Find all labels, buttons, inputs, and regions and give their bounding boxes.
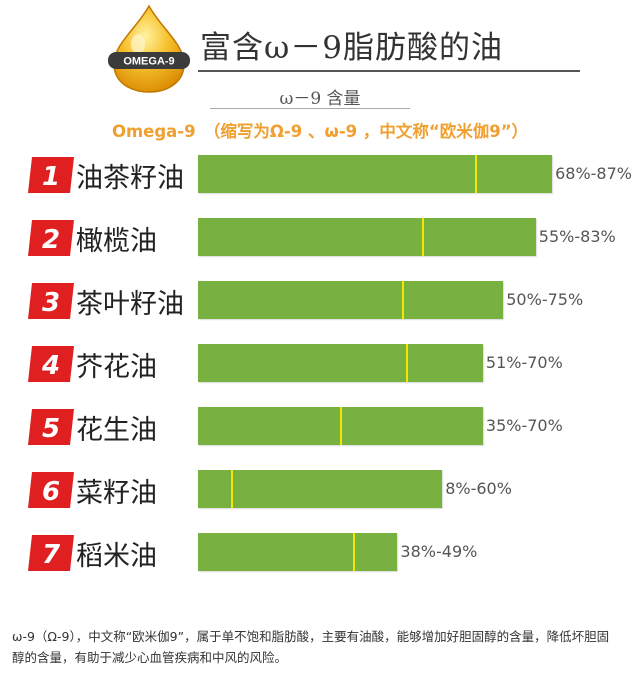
min-marker <box>230 470 233 508</box>
rank-badge: 2 <box>28 220 74 256</box>
range-bar <box>198 218 536 256</box>
rank-badge: 5 <box>28 409 74 445</box>
category-label: 橄榄油 <box>76 226 157 257</box>
min-marker <box>421 218 424 256</box>
rank-badge: 6 <box>28 472 74 508</box>
rank-number: 4 <box>41 351 60 381</box>
category-label: 稻米油 <box>76 541 157 572</box>
category-label: 菜籽油 <box>76 478 157 509</box>
range-bar <box>198 344 483 382</box>
title-divider <box>198 70 580 72</box>
caption-text: ω-9（Ω-9），中文称“欧米伽9”，属于单不饱和脂肪酸，主要有油酸，能够增加好… <box>12 629 610 665</box>
badge-text: OMEGA-9 <box>123 56 174 68</box>
category-label: 油茶籽油 <box>76 163 184 194</box>
range-label: 51%-70% <box>485 353 563 372</box>
subtitle-divider <box>210 108 410 109</box>
category-label: 花生油 <box>76 415 157 446</box>
rank-badge: 4 <box>28 346 74 382</box>
rank-number: 1 <box>42 162 60 192</box>
range-bar <box>198 470 443 508</box>
category-label: 茶叶籽油 <box>76 289 184 320</box>
range-label: 55%-83% <box>538 227 616 246</box>
rank-number: 2 <box>42 225 60 255</box>
range-bar <box>198 281 504 319</box>
rank-number: 3 <box>42 288 60 318</box>
range-label: 8%-60% <box>445 479 512 498</box>
range-label: 38%-49% <box>400 542 478 561</box>
rank-number: 5 <box>42 414 60 444</box>
min-marker <box>405 344 408 382</box>
omega-headline: Omega-9 （缩写为Ω-9 、ω-9 ，中文称“欧米伽9”） <box>111 122 529 141</box>
min-marker <box>401 281 404 319</box>
rank-badge: 7 <box>28 535 74 571</box>
min-marker <box>352 533 355 571</box>
rank-number: 7 <box>42 540 61 570</box>
range-bar <box>198 533 398 571</box>
chart-subtitle: ω－9 含量 <box>279 89 361 109</box>
range-label: 50%-75% <box>506 290 584 309</box>
min-marker <box>340 407 343 445</box>
range-label: 68%-87% <box>555 164 632 183</box>
chart-title: 富含ω－9脂肪酸的油 <box>200 30 504 66</box>
rank-badge: 1 <box>28 157 74 193</box>
range-label: 35%-70% <box>485 416 563 435</box>
range-bar <box>198 155 553 193</box>
rank-badge: 3 <box>28 283 74 319</box>
category-label: 芥花油 <box>76 352 157 383</box>
min-marker <box>474 155 477 193</box>
rank-number: 6 <box>42 477 60 507</box>
omega-drop-icon: OMEGA-9 <box>108 4 190 93</box>
chart-panel: OMEGA-9 富含ω－9脂肪酸的油 ω－9 含量 Omega-9 （缩写为Ω-… <box>12 0 632 600</box>
